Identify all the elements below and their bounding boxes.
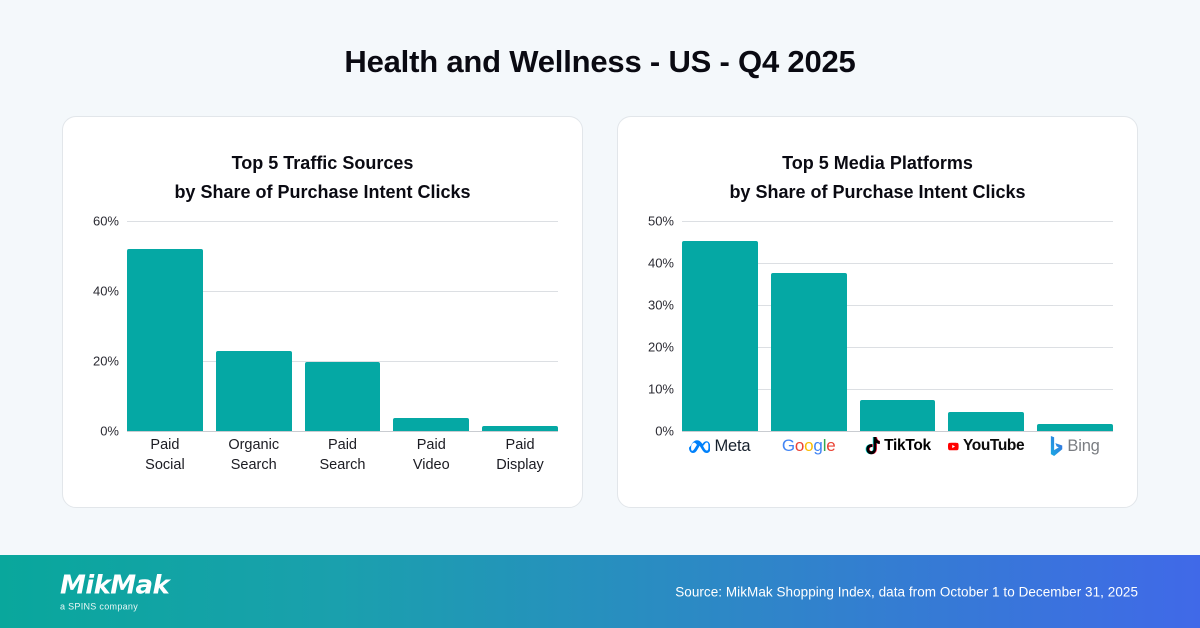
bar[interactable] [482, 426, 558, 431]
bar-column[interactable] [215, 221, 292, 431]
platform-logo-meta[interactable]: Meta [682, 433, 758, 459]
bing-b-icon [1051, 436, 1063, 456]
chart-title-line1: Top 5 Traffic Sources [231, 153, 414, 173]
x-axis-label: Paid Social [127, 435, 203, 475]
bar[interactable] [1037, 423, 1113, 431]
platform-logo-youtube[interactable]: YouTube [948, 433, 1025, 459]
y-axis-traffic-sources: 0% 20% 40% 60% [63, 214, 127, 439]
mikmak-logo: MikMak a SPINS company [60, 570, 170, 611]
bar-series-media-platforms [682, 221, 1113, 431]
y-tick-label: 0% [655, 423, 674, 439]
platform-label: TikTok [884, 437, 931, 454]
chart-title-line2: by Share of Purchase Intent Clicks [729, 182, 1026, 202]
meta-infinity-icon [689, 440, 711, 453]
bar[interactable] [127, 249, 203, 431]
x-axis-label-line1: Paid [505, 437, 535, 453]
chart-card-traffic-sources: Top 5 Traffic Sources by Share of Purcha… [62, 116, 583, 508]
gridline [127, 221, 558, 222]
x-axis-label-line2: Search [230, 457, 277, 473]
y-tick-label: 0% [100, 423, 119, 439]
platform-logo-tiktok[interactable]: TikTok [860, 433, 936, 459]
bar-column[interactable] [1037, 221, 1113, 431]
x-axis-label-line2: Search [319, 457, 366, 473]
bar-column[interactable] [682, 221, 758, 431]
brand-name: MikMak [60, 570, 170, 600]
x-axis-label: Paid Search [305, 435, 381, 475]
platform-label: YouTube [962, 437, 1025, 454]
platform-logo-google[interactable]: Google [771, 433, 847, 459]
chart-card-media-platforms: Top 5 Media Platforms by Share of Purcha… [617, 116, 1138, 508]
x-axis-label-line1: Paid [327, 437, 357, 453]
source-note: Source: MikMak Shopping Index, data from… [675, 584, 1138, 599]
axis-baseline [127, 431, 558, 432]
bar[interactable] [770, 273, 847, 431]
gridline [682, 347, 1113, 348]
bar-column[interactable] [859, 221, 936, 431]
y-tick-label: 20% [647, 339, 674, 355]
axis-baseline [682, 431, 1113, 432]
youtube-play-icon [948, 442, 959, 450]
platform-label: Bing [1067, 436, 1100, 455]
bar[interactable] [304, 362, 381, 431]
x-axis-label-line2: Social [145, 457, 185, 473]
y-axis-media-platforms: 0% 10% 20% 30% 40% 50% [618, 214, 682, 439]
platform-label: Meta [714, 436, 751, 455]
bar-series-traffic-sources [127, 221, 558, 431]
page-title: Health and Wellness - US - Q4 2025 [344, 44, 856, 79]
bar-column[interactable] [393, 221, 470, 431]
x-axis-label-line2: Video [412, 457, 450, 473]
bar[interactable] [948, 412, 1025, 431]
y-tick-label: 20% [92, 353, 119, 369]
bar-column[interactable] [304, 221, 381, 431]
brand-tagline: a SPINS company [60, 601, 139, 611]
x-axis-labels-traffic-sources: Paid Social Organic Search Paid Search Paid Vid… [127, 435, 558, 475]
bar-column[interactable] [948, 221, 1025, 431]
x-axis-label: Organic Search [216, 435, 292, 475]
x-axis-platform-logos: Meta Google TikTok YouTube Bing [682, 433, 1113, 459]
footer-bar: MikMak a SPINS company Source: MikMak Sh… [0, 555, 1200, 628]
x-axis-label-line1: Paid [150, 437, 180, 453]
platform-logo-bing[interactable]: Bing [1037, 433, 1113, 459]
gridlines-traffic-sources [127, 221, 558, 432]
tiktok-note-icon [865, 437, 881, 455]
x-axis-label: Paid Display [482, 435, 558, 475]
y-tick-label: 10% [647, 381, 674, 397]
bar[interactable] [682, 241, 758, 431]
bar-column[interactable] [127, 221, 203, 431]
x-axis-label: Paid Video [393, 435, 469, 475]
chart-title-traffic-sources: Top 5 Traffic Sources by Share of Purcha… [63, 149, 582, 207]
plot-area-media-platforms: 0% 10% 20% 30% 40% 50% [618, 214, 1137, 439]
y-tick-label: 30% [647, 297, 674, 313]
gridline [682, 221, 1113, 222]
bar-column[interactable] [482, 221, 558, 431]
platform-label: Google [781, 436, 836, 455]
y-tick-label: 40% [647, 255, 674, 271]
plot-area-traffic-sources: 0% 20% 40% 60% [63, 214, 582, 439]
gridline [127, 290, 558, 292]
bar-column[interactable] [770, 221, 847, 431]
chart-title-line2: by Share of Purchase Intent Clicks [174, 182, 471, 202]
x-axis-label-line1: Organic [228, 437, 280, 453]
gridline [682, 389, 1113, 390]
y-tick-label: 50% [647, 213, 674, 229]
y-tick-label: 40% [92, 283, 119, 299]
bar[interactable] [215, 351, 292, 431]
chart-title-media-platforms: Top 5 Media Platforms by Share of Purcha… [618, 149, 1137, 207]
gridline [682, 305, 1113, 306]
charts-container: Top 5 Traffic Sources by Share of Purcha… [62, 116, 1138, 508]
x-axis-label-line1: Paid [416, 437, 446, 453]
bar[interactable] [859, 400, 936, 431]
gridlines-media-platforms [682, 221, 1113, 432]
bar[interactable] [393, 417, 470, 431]
gridline [127, 360, 558, 362]
gridline [682, 263, 1113, 264]
y-tick-label: 60% [92, 213, 119, 229]
chart-title-line1: Top 5 Media Platforms [782, 153, 973, 173]
x-axis-label-line2: Display [496, 457, 544, 473]
